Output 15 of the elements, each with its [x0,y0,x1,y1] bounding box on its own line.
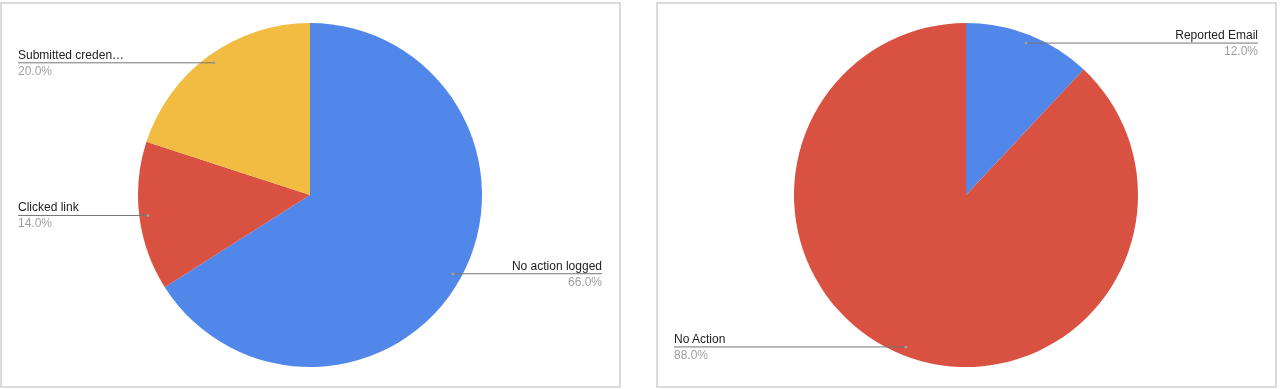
data-label: 66.0% [567,274,603,289]
pie-slice [966,23,1084,195]
slice-label: Clicked link [18,200,80,215]
pie-slice [138,141,310,288]
data-label: 14.0% [18,216,53,231]
pie-slice [164,23,482,367]
slice-label: Reported Email [1175,28,1258,43]
data-label: 20.0% [18,63,53,78]
slice-label: Submitted creden… [18,47,125,62]
pie-slice [146,23,310,195]
slice-label: No Action [674,331,726,346]
data-label: 88.0% [674,347,709,362]
data-label: 12.0% [1223,44,1259,59]
slice-label: No action logged [511,258,602,273]
pie-slice [794,23,1138,367]
